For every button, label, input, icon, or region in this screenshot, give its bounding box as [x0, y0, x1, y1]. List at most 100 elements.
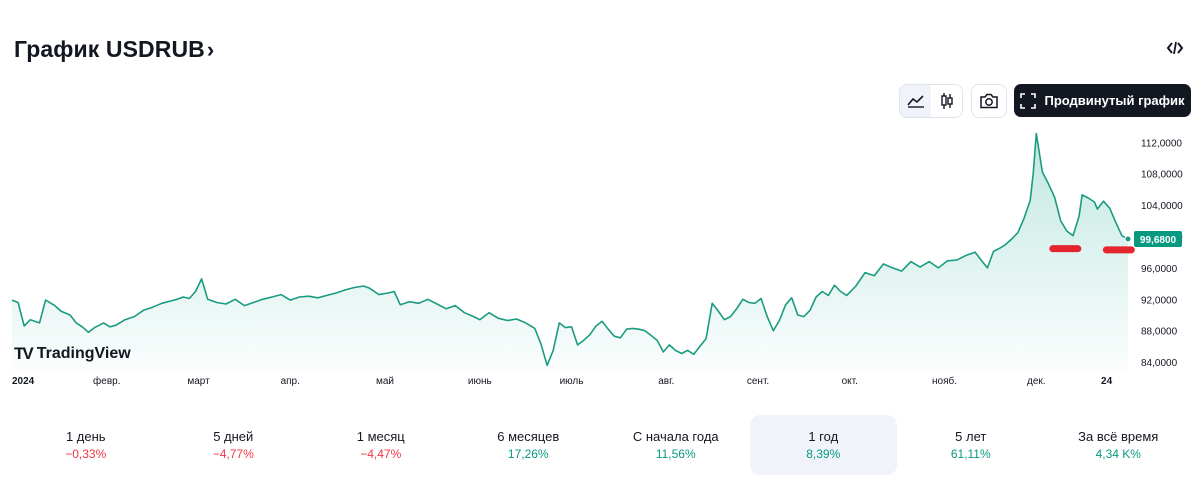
period-label: 1 день [65, 429, 106, 444]
period-5y[interactable]: 5 лет 61,11% [897, 415, 1045, 475]
period-1d[interactable]: 1 день −0,33% [12, 415, 160, 475]
data-point [987, 267, 988, 268]
data-point [24, 325, 25, 326]
data-point [1042, 172, 1043, 173]
x-tick-label: дек. [1027, 376, 1046, 387]
data-point [620, 337, 621, 338]
data-point [589, 334, 590, 335]
data-point [1048, 183, 1049, 184]
data-point [134, 316, 135, 317]
data-point [742, 299, 743, 300]
data-point [143, 310, 144, 311]
area-chart-icon [906, 95, 924, 108]
period-label: 1 месяц [356, 429, 405, 444]
price-chart[interactable]: 84,000088,000092,000096,0000100,0000104,… [0, 125, 1200, 390]
period-label: 6 месяцев [497, 429, 560, 444]
data-point [235, 299, 236, 300]
data-point [216, 302, 217, 303]
period-6m[interactable]: 6 месяцев 17,26% [455, 415, 603, 475]
data-point [88, 332, 89, 333]
period-label: 1 год [808, 429, 839, 444]
advanced-chart-label: Продвинутый график [1044, 93, 1185, 108]
data-point [436, 303, 437, 304]
data-point [791, 297, 792, 298]
data-point [1066, 230, 1067, 231]
data-point [479, 319, 480, 320]
data-point [565, 327, 566, 328]
data-point [938, 267, 939, 268]
x-tick-label: февр. [93, 375, 120, 387]
period-change: 4,34 K% [1095, 447, 1141, 461]
data-point [965, 255, 966, 256]
page-title[interactable]: График USDRUB› [14, 36, 214, 63]
data-point [45, 300, 46, 301]
y-tick-label: 96,0000 [1141, 264, 1178, 275]
annotation-marker [1102, 246, 1135, 254]
period-1y[interactable]: 1 год 8,39% [749, 415, 897, 475]
snapshot-button[interactable] [971, 84, 1007, 118]
area-style-button[interactable] [900, 85, 931, 117]
data-point [929, 261, 930, 262]
embed-code-button[interactable] [1166, 40, 1184, 61]
period-change: 17,26% [507, 447, 549, 461]
data-point [281, 294, 282, 295]
tradingview-logo-mark: TV [14, 344, 34, 363]
title-text: График USDRUB [14, 36, 205, 62]
data-point [1121, 235, 1122, 236]
data-point [540, 344, 541, 345]
data-point [525, 322, 526, 323]
data-point [608, 329, 609, 330]
data-point [60, 311, 61, 312]
tradingview-brand-name: TradingView [36, 345, 131, 362]
data-point [693, 354, 694, 355]
data-point [125, 319, 126, 320]
period-change: −0,33% [65, 447, 107, 461]
data-point [975, 252, 976, 253]
data-point [1079, 216, 1080, 217]
advanced-chart-button[interactable]: Продвинутый график [1014, 84, 1191, 117]
data-point [11, 300, 12, 301]
tradingview-logo[interactable]: TV TradingView [14, 344, 131, 364]
data-point [681, 353, 682, 354]
period-1m[interactable]: 1 месяц −4,47% [307, 415, 455, 475]
data-point [534, 328, 535, 329]
data-point [1103, 201, 1104, 202]
data-point [828, 295, 829, 296]
period-all[interactable]: За всё время 4,34 K% [1045, 415, 1193, 475]
data-point [571, 326, 572, 327]
last-price-tag [1134, 231, 1182, 248]
data-point [626, 329, 627, 330]
data-point [427, 299, 428, 300]
data-point [602, 321, 603, 322]
data-point [910, 261, 911, 262]
data-point [874, 275, 875, 276]
data-point [244, 305, 245, 306]
data-point [614, 336, 615, 337]
period-ytd[interactable]: С начала года 11,56% [602, 415, 750, 475]
data-point [488, 312, 489, 313]
x-tick-label: нояб. [932, 375, 957, 387]
data-point [103, 322, 104, 323]
data-point [993, 251, 994, 252]
data-point [816, 296, 817, 297]
period-5d[interactable]: 5 дней −4,77% [160, 415, 308, 475]
data-point [748, 302, 749, 303]
candles-style-button[interactable] [931, 85, 962, 117]
data-point [730, 316, 731, 317]
data-point [299, 296, 300, 297]
price-line [11, 132, 1129, 367]
data-point [207, 299, 208, 300]
data-point [1005, 244, 1006, 245]
data-point [115, 325, 116, 326]
data-point [840, 291, 841, 292]
data-point [650, 335, 651, 336]
data-point [638, 329, 639, 330]
data-point [82, 326, 83, 327]
data-point [378, 294, 379, 295]
y-tick-label: 108,0000 [1141, 170, 1183, 181]
data-point [577, 344, 578, 345]
x-tick-label: сент. [747, 376, 769, 387]
data-point [724, 319, 725, 320]
data-point [1017, 232, 1018, 233]
data-point [1054, 197, 1055, 198]
